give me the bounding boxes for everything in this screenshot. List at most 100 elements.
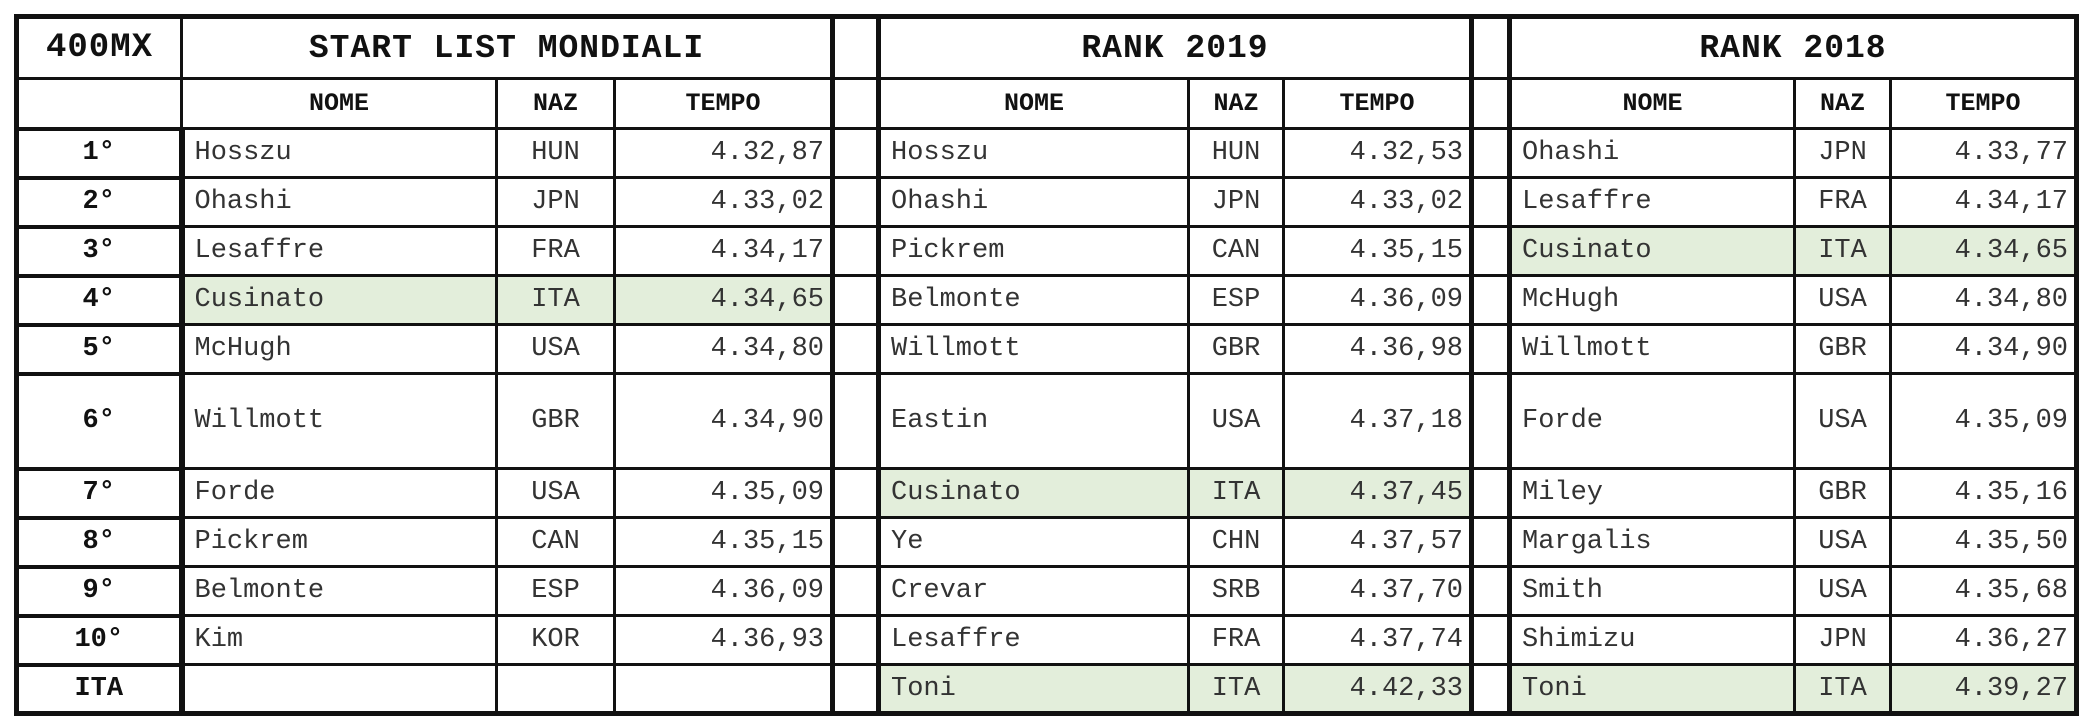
column-separator (1469, 14, 1512, 80)
column-separator (1469, 614, 1512, 666)
table-row: 7° Forde USA 4.35,09 Cusinato ITA 4.37,45 Miley… (14, 466, 2079, 520)
column-separator (830, 372, 881, 470)
r2019-tempo-cell: 4.33,02 (1282, 176, 1473, 228)
r2019-nome-cell: Crevar (877, 565, 1190, 617)
r2018-tempo-cell: 4.34,17 (1889, 176, 2079, 228)
column-separator (1469, 372, 1512, 470)
r2019-naz-cell: FRA (1187, 614, 1285, 666)
rank-2019-title: RANK 2019 (877, 14, 1473, 80)
column-separator (1469, 663, 1512, 716)
rank-cell: 5° (14, 322, 185, 376)
r2019-tempo-cell: 4.37,74 (1282, 614, 1473, 666)
r2018-nome-cell: Shimizu (1508, 614, 1796, 666)
column-separator (830, 516, 881, 568)
column-separator (1469, 565, 1512, 617)
start-tempo-cell: 4.33,02 (613, 176, 834, 228)
r2019-tempo-cell: 4.42,33 (1282, 663, 1473, 716)
r2019-nome-cell: Lesaffre (877, 614, 1190, 666)
column-separator (1469, 176, 1512, 228)
r2018-naz-cell: USA (1793, 516, 1892, 568)
r2018-nome-cell: Ohashi (1508, 127, 1796, 179)
r2018-tempo-cell: 4.35,68 (1889, 565, 2079, 617)
r2018-nome-cell: Willmott (1508, 323, 1796, 375)
r2019-naz-header: NAZ (1187, 77, 1285, 130)
table-row: 8° Pickrem CAN 4.35,15 Ye CHN 4.37,57 Margalis U… (14, 515, 2079, 569)
start-tempo-cell: 4.36,93 (613, 614, 834, 666)
r2019-nome-cell: Ye (877, 516, 1190, 568)
column-separator (830, 127, 881, 179)
r2018-nome-cell: Margalis (1508, 516, 1796, 568)
r2019-nome-cell: Cusinato (877, 467, 1190, 519)
r2018-tempo-header: TEMPO (1889, 77, 2079, 130)
r2018-tempo-cell: 4.35,50 (1889, 516, 2079, 568)
start-naz-cell: KOR (495, 614, 616, 666)
column-separator (830, 565, 881, 617)
column-separator (830, 225, 881, 277)
table-row: 6° Willmott GBR 4.34,90 Eastin USA 4.37,18 Ford… (14, 371, 2079, 471)
r2018-naz-cell: FRA (1793, 176, 1892, 228)
start-nome-cell: Kim (180, 614, 498, 666)
r2018-nome-cell: Cusinato (1508, 225, 1796, 277)
r2019-naz-cell: USA (1187, 372, 1285, 470)
rank-cell: 3° (14, 224, 185, 278)
r2018-tempo-cell: 4.36,27 (1889, 614, 2079, 666)
start-nome-cell: Cusinato (180, 274, 498, 326)
r2019-tempo-cell: 4.37,57 (1282, 516, 1473, 568)
rank-cell: ITA (14, 662, 185, 716)
r2019-nome-cell: Ohashi (877, 176, 1190, 228)
table-row: 1° Hosszu HUN 4.32,87 Hosszu HUN 4.32,53 Ohashi… (14, 126, 2079, 180)
start-naz-cell (495, 663, 616, 716)
event-title: 400MX (14, 14, 183, 80)
start-tempo-cell: 4.34,80 (613, 323, 834, 375)
column-separator (1469, 516, 1512, 568)
r2018-tempo-cell: 4.34,65 (1889, 225, 2079, 277)
start-naz-cell: ESP (495, 565, 616, 617)
start-naz-cell: GBR (495, 372, 616, 470)
start-naz-header: NAZ (495, 77, 616, 130)
r2019-naz-cell: JPN (1187, 176, 1285, 228)
r2018-naz-cell: USA (1793, 565, 1892, 617)
rank-2018-title: RANK 2018 (1508, 14, 2079, 80)
rank-cell: 2° (14, 175, 185, 229)
r2019-tempo-header: TEMPO (1282, 77, 1473, 130)
r2019-tempo-cell: 4.37,45 (1282, 467, 1473, 519)
r2018-naz-cell: GBR (1793, 467, 1892, 519)
table-row: 5° McHugh USA 4.34,80 Willmott GBR 4.36,98 Will… (14, 322, 2079, 376)
r2018-nome-header: NOME (1508, 77, 1796, 130)
start-tempo-header: TEMPO (613, 77, 834, 130)
rank-cell: 8° (14, 515, 185, 569)
r2018-tempo-cell: 4.34,80 (1889, 274, 2079, 326)
start-tempo-cell (613, 663, 834, 716)
start-naz-cell: USA (495, 467, 616, 519)
start-nome-cell (180, 663, 498, 716)
r2019-naz-cell: SRB (1187, 565, 1285, 617)
results-sheet: 400MX START LIST MONDIALI RANK 2019 RANK… (14, 14, 2079, 716)
r2019-naz-cell: HUN (1187, 127, 1285, 179)
title-row: 400MX START LIST MONDIALI RANK 2019 RANK… (14, 14, 2079, 80)
column-separator (1469, 77, 1512, 130)
table-row: 2° Ohashi JPN 4.33,02 Ohashi JPN 4.33,02 Lesaff… (14, 175, 2079, 229)
column-separator (1469, 274, 1512, 326)
r2018-nome-cell: McHugh (1508, 274, 1796, 326)
r2018-nome-cell: Smith (1508, 565, 1796, 617)
r2019-nome-cell: Hosszu (877, 127, 1190, 179)
start-naz-cell: ITA (495, 274, 616, 326)
r2018-naz-cell: ITA (1793, 225, 1892, 277)
r2018-naz-cell: USA (1793, 274, 1892, 326)
start-naz-cell: USA (495, 323, 616, 375)
column-separator (830, 176, 881, 228)
r2018-naz-cell: JPN (1793, 127, 1892, 179)
column-separator (1469, 127, 1512, 179)
rank-header (14, 77, 183, 130)
r2018-naz-header: NAZ (1793, 77, 1892, 130)
start-nome-cell: Belmonte (180, 565, 498, 617)
r2018-naz-cell: GBR (1793, 323, 1892, 375)
table-row: 9° Belmonte ESP 4.36,09 Crevar SRB 4.37,70 Smit… (14, 564, 2079, 618)
start-tempo-cell: 4.34,90 (613, 372, 834, 470)
rank-cell: 4° (14, 273, 185, 327)
start-tempo-cell: 4.35,09 (613, 467, 834, 519)
start-tempo-cell: 4.34,17 (613, 225, 834, 277)
start-naz-cell: JPN (495, 176, 616, 228)
column-separator (1469, 323, 1512, 375)
r2019-naz-cell: ITA (1187, 467, 1285, 519)
